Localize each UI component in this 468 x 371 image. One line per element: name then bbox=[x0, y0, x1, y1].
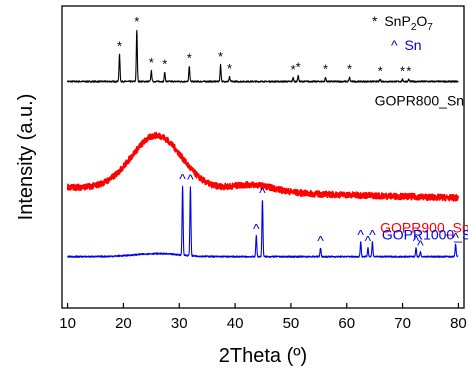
peak-marker-GOPR800_Sn-2: * bbox=[149, 55, 154, 70]
x-tick-label-80: 80 bbox=[450, 315, 467, 332]
peak-marker-GOPR800_Sn-13: * bbox=[406, 63, 411, 78]
series-line-GOPR800_Sn bbox=[67, 29, 459, 83]
x-tick-label-60: 60 bbox=[338, 315, 355, 332]
x-tick-label-30: 30 bbox=[171, 315, 188, 332]
peak-marker-GOPR800_Sn-7: * bbox=[291, 62, 296, 77]
peak-marker-GOPR800_Sn-5: * bbox=[218, 49, 223, 64]
y-axis-label: Intensity (a.u.) bbox=[15, 94, 37, 221]
peak-marker-GOPR1000_Sn-7: ^ bbox=[369, 227, 376, 243]
peak-marker-GOPR1000_Sn-6: ^ bbox=[365, 233, 372, 249]
peak-marker-layer: *** * * ** * * * * * * *^ ^^^^ ^ ^^ ^^ ^ bbox=[117, 14, 459, 253]
peak-marker-GOPR800_Sn-4: * bbox=[187, 50, 192, 65]
peak-marker-GOPR800_Sn-6: * bbox=[227, 61, 232, 76]
peak-marker-GOPR800_Sn-10: * bbox=[347, 62, 352, 77]
peak-marker-GOPR1000_Sn-1: ^ bbox=[187, 171, 194, 187]
series-label-GOPR900_Sn: GOPR900_Sn bbox=[380, 220, 468, 236]
series-line-GOPR1000_Sn bbox=[67, 185, 459, 258]
peak-marker-GOPR1000_Sn-0: ^ bbox=[179, 171, 186, 187]
peak-marker-GOPR800_Sn-3: * bbox=[162, 56, 167, 71]
x-axis-ticks: 10 20 30 40 50 60 70 80 bbox=[59, 303, 467, 332]
series-layer bbox=[66, 29, 460, 258]
peak-marker-GOPR800_Sn-8: * bbox=[296, 59, 301, 74]
x-tick-label-20: 20 bbox=[115, 315, 132, 332]
peak-marker-GOPR800_Sn-12: * bbox=[400, 63, 405, 78]
peak-marker-GOPR1000_Sn-4: ^ bbox=[317, 233, 324, 249]
peak-marker-GOPR800_Sn-11: * bbox=[378, 63, 383, 78]
legend: * SnP2O7 ^ Sn bbox=[372, 13, 433, 53]
peak-marker-GOPR1000_Sn-2: ^ bbox=[253, 221, 260, 237]
peak-marker-GOPR1000_Sn-3: ^ bbox=[259, 184, 266, 200]
peak-marker-GOPR1000_Sn-5: ^ bbox=[357, 227, 364, 243]
peak-marker-GOPR1000_Sn-8: ^ bbox=[413, 233, 420, 249]
peak-marker-GOPR800_Sn-0: * bbox=[117, 38, 122, 53]
x-tick-label-10: 10 bbox=[59, 315, 76, 332]
x-axis-label: 2Theta (º) bbox=[219, 345, 307, 367]
plot-frame bbox=[61, 5, 465, 309]
series-line-GOPR900_Sn bbox=[66, 131, 460, 202]
peak-marker-GOPR1000_Sn-9: ^ bbox=[417, 237, 424, 253]
x-tick-label-50: 50 bbox=[283, 315, 300, 332]
legend-entry-snp2o7: * SnP2O7 bbox=[372, 13, 433, 33]
peak-marker-GOPR800_Sn-1: * bbox=[134, 14, 139, 29]
x-tick-label-40: 40 bbox=[227, 315, 244, 332]
series-label-GOPR1000_Sn: GOPR1000_Sn bbox=[382, 227, 468, 243]
series-label-GOPR800_Sn: GOPR800_Sn bbox=[375, 93, 465, 109]
peak-marker-GOPR1000_Sn-10: ^ bbox=[452, 230, 459, 246]
x-tick-label-70: 70 bbox=[394, 315, 411, 332]
peak-marker-GOPR800_Sn-9: * bbox=[323, 62, 328, 77]
legend-entry-sn: ^ Sn bbox=[391, 37, 422, 53]
